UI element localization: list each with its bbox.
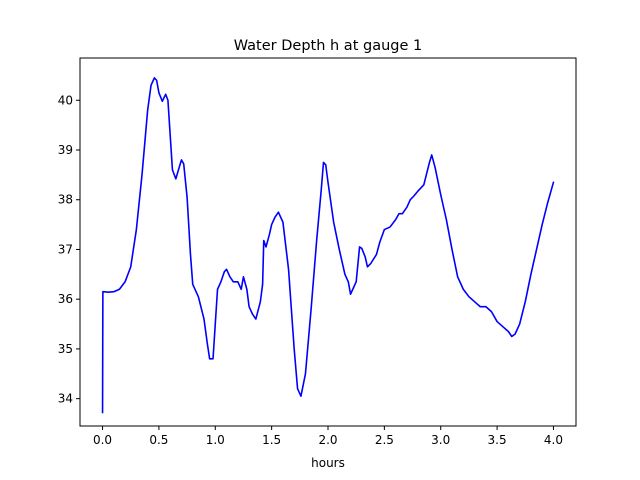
x-tick-label: 1.5 (262, 433, 281, 447)
x-tick-label: 0.0 (93, 433, 112, 447)
x-axis-label: hours (311, 456, 345, 470)
x-tick-label: 1.0 (206, 433, 225, 447)
chart-title: Water Depth h at gauge 1 (234, 38, 422, 54)
x-tick-label: 2.0 (318, 433, 337, 447)
y-tick-label: 40 (58, 93, 73, 107)
plot-area: 0.0 0.5 1.0 1.5 2.0 2.5 3.0 3.5 4.0 34 35 36 37 38 39 4… (58, 57, 577, 447)
x-tick-label: 3.5 (488, 433, 507, 447)
series-line-0 (101, 77, 555, 414)
x-tick-label: 3.0 (431, 433, 450, 447)
y-tick-label: 35 (58, 342, 73, 356)
y-tick-label: 38 (58, 193, 73, 207)
y-tick-label: 34 (58, 392, 73, 406)
y-tick-label: 36 (58, 292, 73, 306)
y-tick-label: 39 (58, 143, 73, 157)
y-tick-label: 37 (58, 242, 73, 256)
x-tick-label: 2.5 (375, 433, 394, 447)
x-tick-label: 4.0 (544, 433, 563, 447)
x-tick-label: 0.5 (149, 433, 168, 447)
